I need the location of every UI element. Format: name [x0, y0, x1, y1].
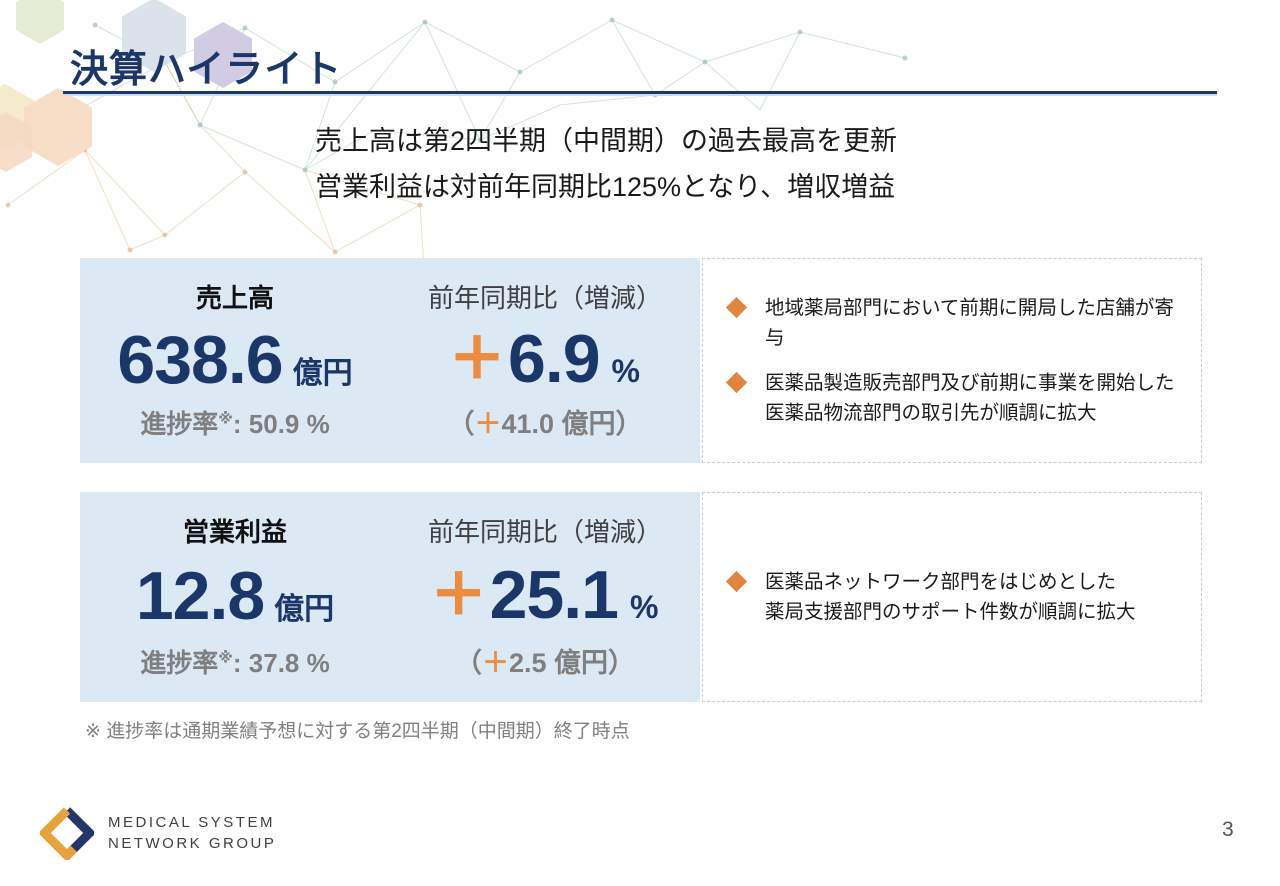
progress-rate: 進捗率※: 37.8 %	[140, 643, 329, 680]
yoy-change-value: 25.1	[489, 557, 619, 633]
plus-icon: ＋	[449, 328, 505, 389]
progress-rate: 進捗率※: 50.9 %	[140, 404, 329, 441]
metric-value: 12.8	[135, 558, 265, 634]
subtitle-line-2: 営業利益は対前年同期比125%となり、増収増益	[315, 172, 896, 202]
metric-value-row: 638.6 億円	[117, 326, 352, 394]
metric-label: 営業利益	[182, 517, 287, 547]
operating-profit-metrics-panel: 営業利益 12.8 億円 進捗率※: 37.8 % 前年同期比（増減） ＋ 25…	[80, 492, 700, 702]
paren-open: （	[454, 648, 482, 678]
yoy-change-row: ＋ 6.9 %	[449, 320, 640, 397]
progress-value: : 37.8 %	[232, 648, 330, 678]
revenue-metrics-panel: 売上高 638.6 億円 進捗率※: 50.9 % 前年同期比（増減） ＋ 6.…	[80, 258, 700, 463]
metric-unit: 億円	[292, 356, 353, 390]
yoy-change-row: ＋ 25.1 %	[431, 557, 659, 633]
logo-diamond-icon	[40, 807, 94, 860]
yoy-change-detail: （＋41.0 億円）	[447, 402, 642, 441]
progress-label: 進捗率	[140, 409, 219, 439]
bullet-text: 地域薬局部門において前期に開局した店舗が寄与	[765, 297, 1174, 349]
paren-close: ）	[615, 409, 643, 439]
list-item: 医薬品ネットワーク部門をはじめとした 薬局支援部門のサポート件数が順調に拡大	[715, 567, 1187, 627]
progress-label: 進捗率	[140, 648, 219, 678]
metric-value-row: 12.8 億円	[136, 562, 334, 630]
progress-value: : 50.9 %	[232, 409, 330, 439]
bullet-text: 医薬品製造販売部門及び前期に事業を開始した 医薬品物流部門の取引先が順調に拡大	[765, 372, 1175, 424]
footnote-mark: ※	[218, 410, 233, 428]
metric-value: 638.6	[117, 321, 283, 398]
detail-amount: 2.5 億円	[508, 648, 609, 678]
yoy-header: 前年同期比（増減）	[427, 283, 662, 313]
list-item: 地域薬局部門において前期に開局した店舗が寄与	[715, 293, 1187, 353]
plus-icon: ＋	[431, 565, 487, 625]
footnote: ※ 進捗率は通期業績予想に対する第2四半期（中間期）終了時点	[85, 721, 630, 742]
yoy-change-value: 6.9	[508, 320, 601, 397]
paren-open: （	[447, 409, 475, 439]
metric-label: 売上高	[195, 283, 274, 313]
hexagon-decoration	[24, 88, 92, 166]
bullet-diamond-icon	[725, 371, 748, 394]
operating-profit-notes-panel: 医薬品ネットワーク部門をはじめとした 薬局支援部門のサポート件数が順調に拡大	[702, 492, 1202, 702]
list-item: 医薬品製造販売部門及び前期に事業を開始した 医薬品物流部門の取引先が順調に拡大	[715, 368, 1187, 428]
logo-line-1: MEDICAL SYSTEM	[108, 814, 275, 831]
logo-text: MEDICAL SYSTEM NETWORK GROUP	[108, 812, 276, 854]
hexagon-decoration	[16, 0, 64, 44]
title-underline	[63, 91, 1217, 96]
page-number: 3	[1222, 818, 1234, 841]
yoy-change-unit: %	[629, 589, 659, 625]
bullet-diamond-icon	[725, 296, 748, 319]
subtitle-line-1: 売上高は第2四半期（中間期）の過去最高を更新	[315, 126, 898, 156]
detail-amount: 41.0 億円	[501, 409, 616, 439]
revenue-card: 売上高 638.6 億円 進捗率※: 50.9 % 前年同期比（増減） ＋ 6.…	[80, 258, 1202, 463]
paren-close: ）	[608, 648, 636, 678]
plus-icon: ＋	[474, 409, 502, 439]
bullet-diamond-icon	[725, 570, 748, 593]
yoy-header: 前年同期比（増減）	[427, 517, 662, 547]
hexagon-decoration	[0, 84, 34, 150]
yoy-change-detail: （＋2.5 億円）	[455, 641, 635, 680]
page-title: 決算ハイライト	[70, 49, 343, 91]
hexagon-decoration	[0, 112, 32, 172]
yoy-change-unit: %	[611, 352, 640, 389]
company-logo: MEDICAL SYSTEM NETWORK GROUP	[40, 806, 276, 860]
revenue-notes-panel: 地域薬局部門において前期に開局した店舗が寄与 医薬品製造販売部門及び前期に事業を…	[702, 258, 1202, 463]
plus-icon: ＋	[481, 648, 509, 678]
logo-line-2: NETWORK GROUP	[108, 835, 277, 852]
metric-unit: 億円	[274, 593, 335, 626]
bullet-text: 医薬品ネットワーク部門をはじめとした 薬局支援部門のサポート件数が順調に拡大	[765, 571, 1136, 623]
slide-subtitle: 売上高は第2四半期（中間期）の過去最高を更新 営業利益は対前年同期比125%とな…	[315, 118, 897, 210]
operating-profit-card: 営業利益 12.8 億円 進捗率※: 37.8 % 前年同期比（増減） ＋ 25…	[80, 492, 1202, 702]
footnote-mark: ※	[218, 649, 233, 667]
